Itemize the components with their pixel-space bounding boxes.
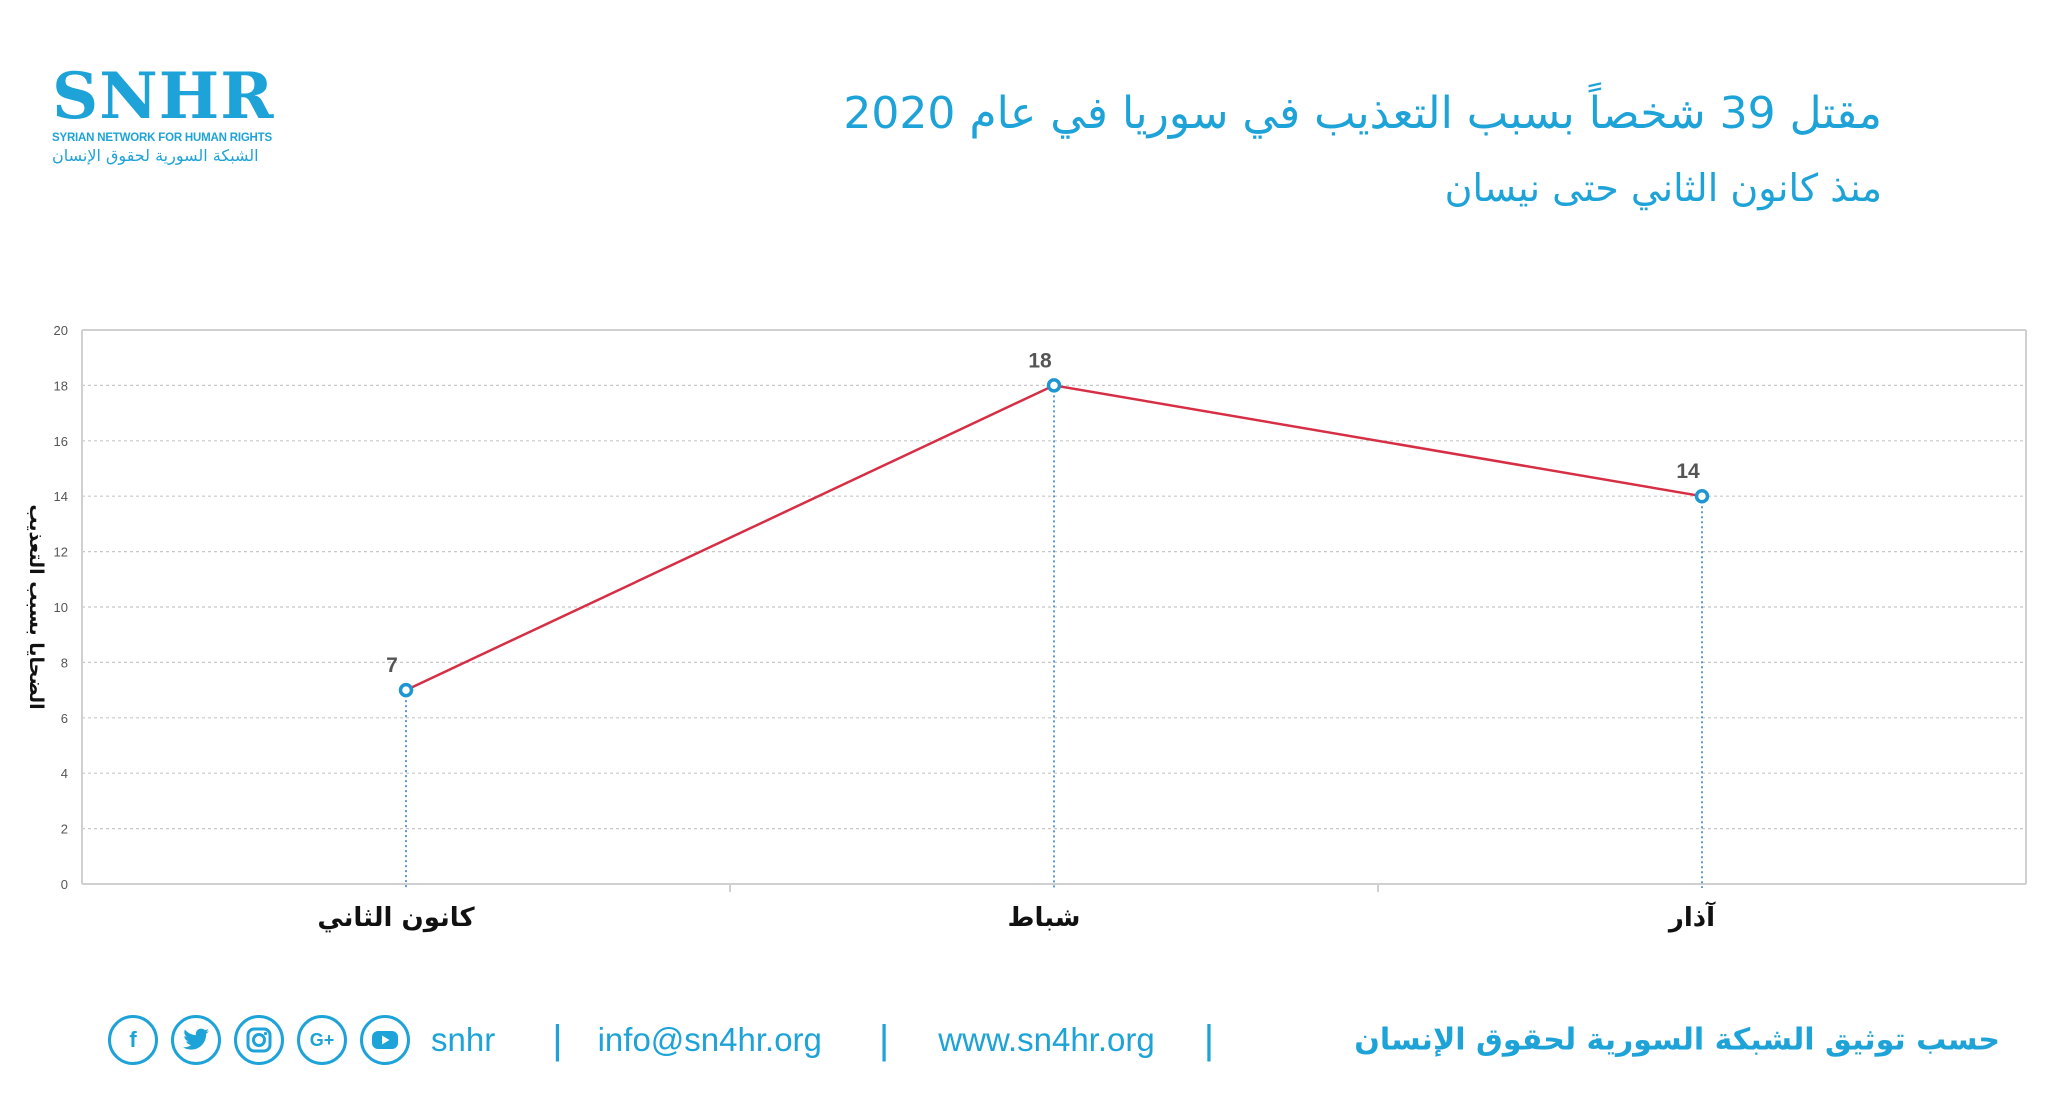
google-plus-icon[interactable]: G+	[297, 1015, 347, 1065]
data-point	[1694, 488, 1710, 504]
y-tick-label: 0	[61, 877, 68, 892]
y-tick-label: 12	[54, 545, 68, 560]
y-tick-label: 14	[54, 489, 68, 504]
data-label: 18	[1028, 349, 1052, 372]
data-point	[398, 682, 414, 698]
y-tick-label: 10	[54, 600, 68, 615]
category-label: آذار	[1667, 901, 1716, 933]
attribution-text: حسب توثيق الشبكة السورية لحقوق الإنسان	[1354, 1022, 2000, 1058]
instagram-icon[interactable]	[234, 1015, 284, 1065]
facebook-icon[interactable]: f	[108, 1015, 158, 1065]
y-tick-label: 6	[61, 711, 68, 726]
logo-wordmark: SNHR	[52, 59, 275, 134]
y-tick-label: 18	[54, 378, 68, 393]
category-label: كانون الثاني	[317, 903, 475, 933]
y-axis-label: الضحايا بسبب التعذيب	[25, 504, 47, 709]
y-tick-label: 16	[54, 434, 68, 449]
separator: |	[1203, 1017, 1215, 1062]
markers	[398, 378, 1710, 698]
email-link[interactable]: info@sn4hr.org	[597, 1021, 822, 1058]
chart-title: مقتل 39 شخصاً بسبب التعذيب في سوريا في ع…	[843, 88, 1882, 139]
y-tick-label: 8	[61, 655, 68, 670]
footer-contact: f G+ snhr | info@sn4hr.org | www.sn4hr.o…	[108, 1015, 1214, 1065]
y-tick-labels: 0 2 4 6 8 10 12 14 16 18 20	[54, 323, 68, 892]
y-tick-label: 4	[61, 766, 68, 781]
snhr-logo: SNHR SYRIAN NETWORK FOR HUMAN RIGHTS الش…	[52, 59, 275, 166]
y-tick-label: 2	[61, 822, 68, 837]
line-chart: 0 2 4 6 8 10 12 14 16 18 20 7 18 14 كانون الثاني شباط…	[25, 323, 2027, 933]
logo-arabic-name: الشبكة السورية لحقوق الإنسان	[52, 146, 259, 165]
data-label: 14	[1676, 460, 1700, 483]
data-labels: 7 18 14	[386, 349, 1700, 677]
twitter-icon[interactable]	[171, 1015, 221, 1065]
separator: |	[552, 1017, 563, 1062]
youtube-icon[interactable]	[360, 1015, 410, 1065]
social-handle[interactable]: snhr	[431, 1021, 496, 1058]
drop-lines	[405, 385, 1703, 888]
logo-english-name: SYRIAN NETWORK FOR HUMAN RIGHTS	[52, 132, 272, 144]
y-tick-label: 20	[54, 323, 68, 338]
category-label: شباط	[1008, 903, 1081, 933]
chart-subtitle: منذ كانون الثاني حتى نيسان	[1444, 166, 1882, 210]
data-label: 7	[386, 654, 398, 677]
category-labels: كانون الثاني شباط آذار	[317, 901, 1716, 933]
separator: |	[878, 1017, 890, 1062]
data-point	[1046, 378, 1062, 393]
website-link[interactable]: www.sn4hr.org	[938, 1021, 1155, 1058]
